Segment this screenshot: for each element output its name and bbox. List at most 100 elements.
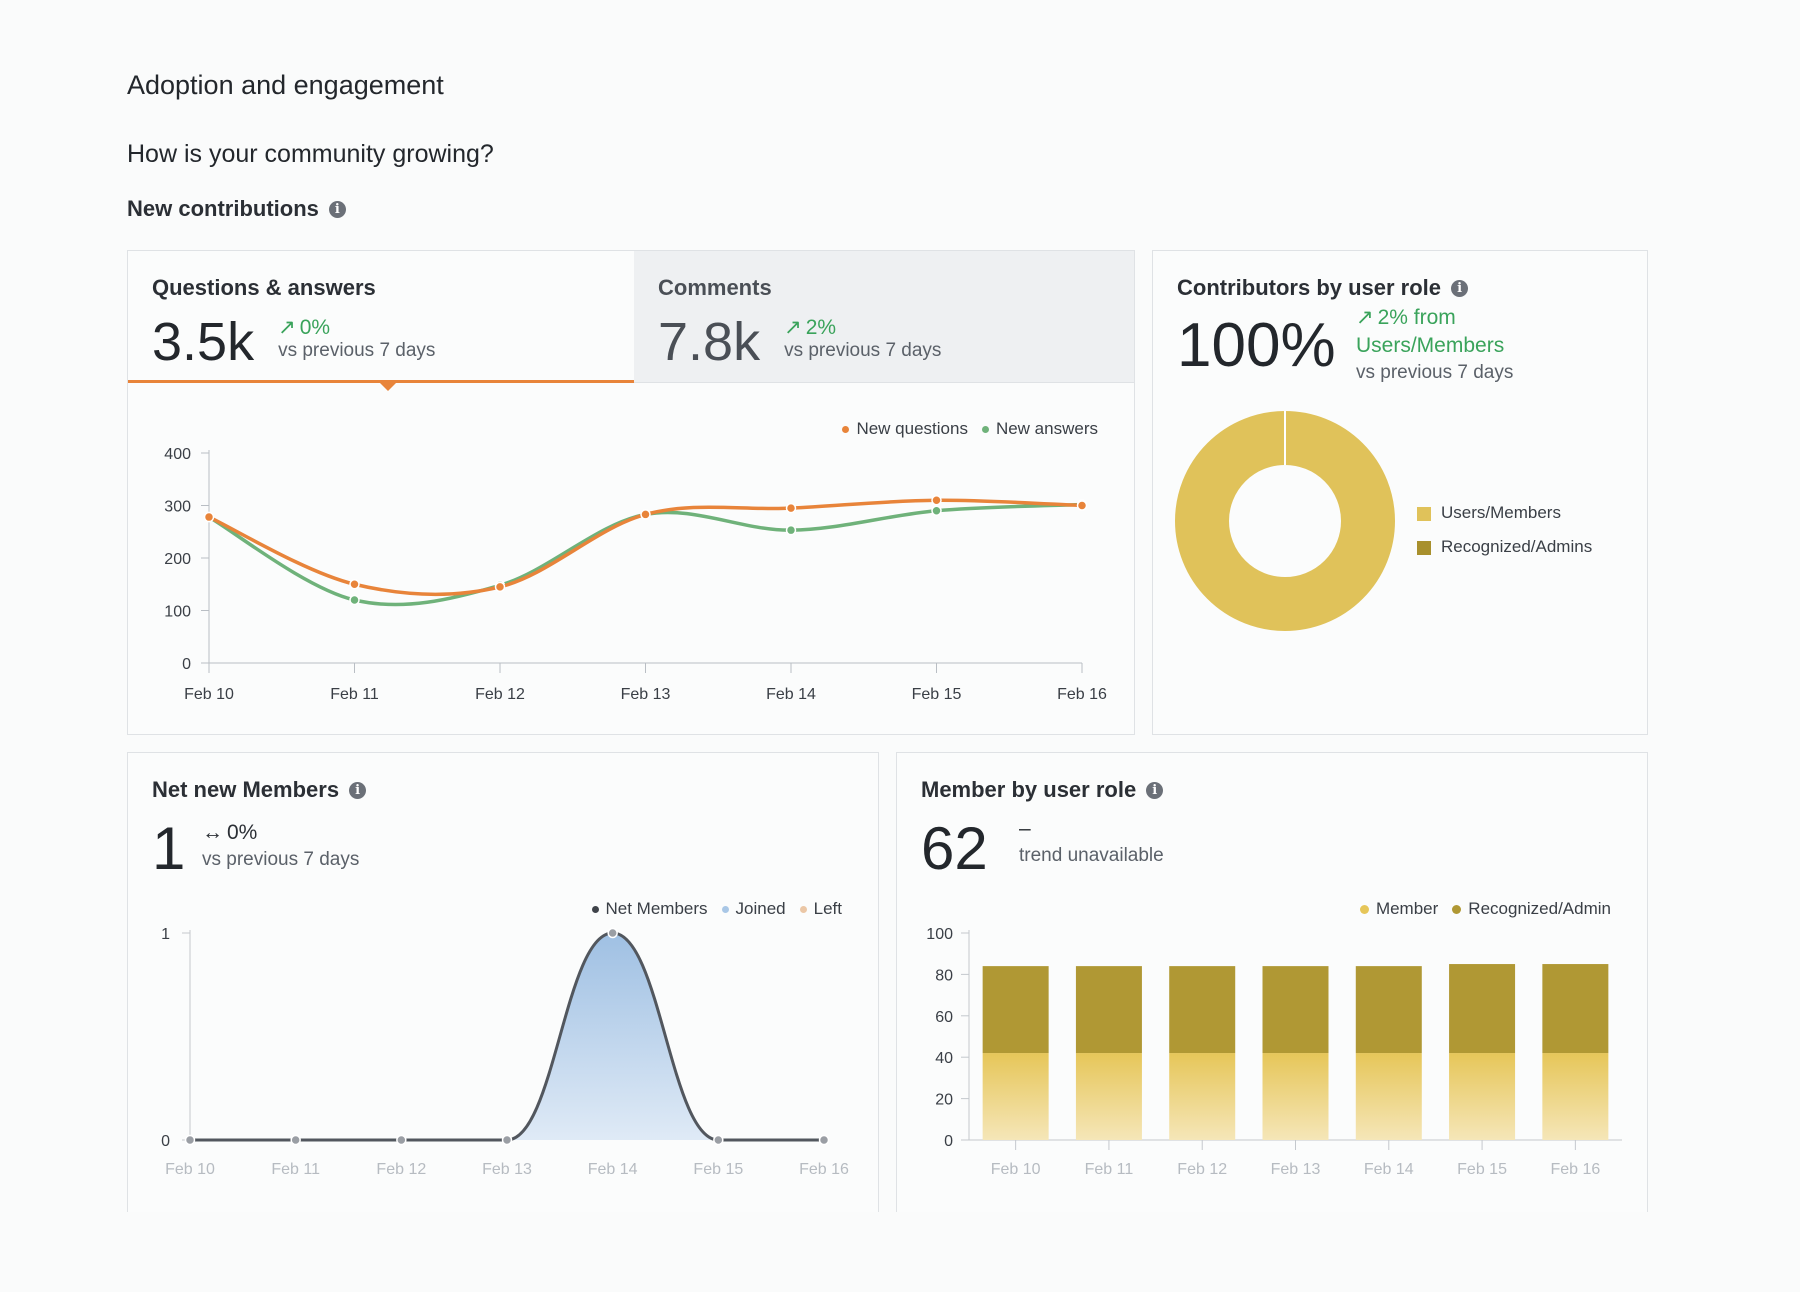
contributors-trend-1: 2% from (1377, 305, 1456, 329)
net-members-trend: 0% (227, 821, 258, 844)
y-tick-label: 1 (161, 926, 170, 943)
comments-trend: 2% (805, 315, 837, 339)
data-point (640, 509, 651, 520)
member-role-trend-sub: trend unavailable (1019, 845, 1164, 866)
x-tick-label: Feb 16 (799, 1161, 849, 1178)
data-point (785, 524, 797, 536)
member-role-trend: – (1019, 817, 1031, 840)
contributors-title: Contributors by user role i (1177, 275, 1469, 301)
data-point (931, 505, 942, 516)
x-tick-label: Feb 15 (693, 1161, 743, 1178)
data-point (713, 1134, 724, 1146)
x-tick-label: Feb 14 (588, 1161, 638, 1178)
y-tick-label: 400 (164, 446, 191, 463)
x-tick-label: Feb 13 (1271, 1161, 1321, 1178)
x-tick-label: Feb 10 (184, 686, 234, 703)
y-tick-label: 80 (935, 967, 953, 984)
series-line-net-members (190, 931, 824, 1142)
comments-value: 7.8k (658, 312, 761, 372)
x-tick-label: Feb 16 (1057, 686, 1107, 703)
data-point (203, 511, 215, 523)
x-tick-label: Feb 10 (991, 1161, 1041, 1178)
bar-recognized-admin (1075, 966, 1142, 1054)
y-tick-label: 200 (164, 551, 191, 568)
member-role-bar-chart: 0 20 40 60 80 100 Feb 10 Feb 11 Feb 12 Feb 13 Feb … (926, 926, 1622, 1178)
legend-item-net-members[interactable]: Net Members (591, 899, 708, 919)
data-point (1076, 500, 1088, 511)
legend-item-recognized-admins[interactable]: Recognized/Admins (1417, 537, 1592, 557)
legend-item-recognized-admin[interactable]: Recognized/Admin (1452, 899, 1611, 919)
info-icon[interactable]: i (328, 200, 346, 218)
x-tick-label: Feb 12 (1177, 1161, 1227, 1178)
x-tick-label: Feb 15 (912, 686, 962, 703)
legend-item-questions[interactable]: New questions (842, 419, 968, 439)
legend-item-answers[interactable]: New answers (981, 419, 1098, 439)
area-fill (190, 933, 824, 1140)
y-tick-label: 20 (935, 1092, 953, 1109)
tab-comments[interactable]: Comments 7.8k ↗ 2% vs previous 7 days (634, 251, 1134, 383)
net-members-value: 1 (152, 815, 186, 882)
contributors-trend-2: Users/Members (1356, 334, 1505, 357)
x-tick-label: Feb 12 (376, 1161, 426, 1178)
net-members-legend: Net Members Joined Left (591, 899, 842, 919)
section-title-label: New contributions (127, 196, 319, 221)
data-point (290, 1134, 301, 1146)
y-tick-label: 40 (935, 1050, 953, 1067)
x-tick-label: Feb 14 (766, 686, 816, 703)
y-tick-label: 0 (161, 1133, 170, 1150)
bar-member (1075, 1053, 1142, 1140)
y-tick-label: 100 (926, 926, 953, 943)
y-tick-label: 0 (944, 1133, 953, 1150)
x-tick-label: Feb 10 (165, 1161, 215, 1178)
bar-member (1449, 1053, 1516, 1140)
member-role-title: Member by user role i (921, 777, 1164, 803)
bar-member (1169, 1053, 1236, 1140)
data-point (785, 502, 797, 514)
y-tick-label: 300 (164, 499, 191, 516)
legend-item-member[interactable]: Member (1359, 899, 1438, 919)
trend-up-icon: ↗ (784, 316, 802, 339)
info-icon[interactable]: i (1146, 781, 1164, 799)
x-tick-label: Feb 14 (1364, 1161, 1414, 1178)
legend-item-users-members[interactable]: Users/Members (1417, 503, 1592, 523)
tab-questions-answers[interactable]: Questions & answers 3.5k ↗ 0% vs previous… (128, 251, 634, 391)
y-tick-label: 60 (935, 1009, 953, 1026)
info-icon[interactable]: i (349, 781, 367, 799)
data-point (818, 1134, 830, 1146)
bar-member (1355, 1053, 1422, 1140)
qa-value: 3.5k (152, 312, 255, 372)
bar-recognized-admin (1169, 966, 1236, 1054)
y-tick-label: 0 (182, 656, 191, 673)
net-members-trend-sub: vs previous 7 days (202, 849, 360, 870)
data-point (396, 1134, 407, 1146)
qa-legend: New questions New answers (842, 419, 1098, 439)
bar-member (1262, 1053, 1329, 1140)
contributors-value: 100% (1177, 311, 1336, 380)
tab-comments-label: Comments (658, 275, 772, 300)
x-tick-label: Feb 13 (621, 686, 671, 703)
trend-up-icon: ↗ (1356, 306, 1374, 329)
bar-recognized-admin (1449, 964, 1516, 1054)
page-title: Adoption and engagement (127, 70, 444, 100)
data-point (184, 1134, 196, 1146)
info-icon[interactable]: i (1451, 279, 1469, 297)
active-tab-caret-icon (380, 383, 396, 391)
x-tick-label: Feb 16 (1550, 1161, 1600, 1178)
qa-card: Questions & answers 3.5k ↗ 0% vs previous… (127, 250, 1135, 735)
bar-recognized-admin (1262, 966, 1329, 1054)
data-point (501, 1134, 513, 1146)
legend-item-joined[interactable]: Joined (721, 899, 786, 919)
net-members-card: Net new Members i 1 ↔ 0% vs previous 7 da… (127, 752, 879, 1212)
x-tick-label: Feb 13 (482, 1161, 532, 1178)
page-question: How is your community growing? (127, 140, 494, 168)
bar-recognized-admin (1542, 964, 1609, 1054)
data-point (349, 594, 360, 606)
bar-member (1542, 1053, 1609, 1140)
data-point (607, 927, 618, 939)
bar-member (982, 1053, 1049, 1140)
legend-item-left[interactable]: Left (799, 899, 842, 919)
net-members-area-chart: 0 1 Feb 10 Feb 11 Feb 12 Feb 13 Feb 14 Feb 15 Fe… (161, 926, 849, 1178)
x-tick-label: Feb 11 (330, 686, 379, 703)
member-role-card: Member by user role i 62 – trend unavail… (896, 752, 1648, 1212)
qa-trend: 0% (299, 315, 331, 339)
